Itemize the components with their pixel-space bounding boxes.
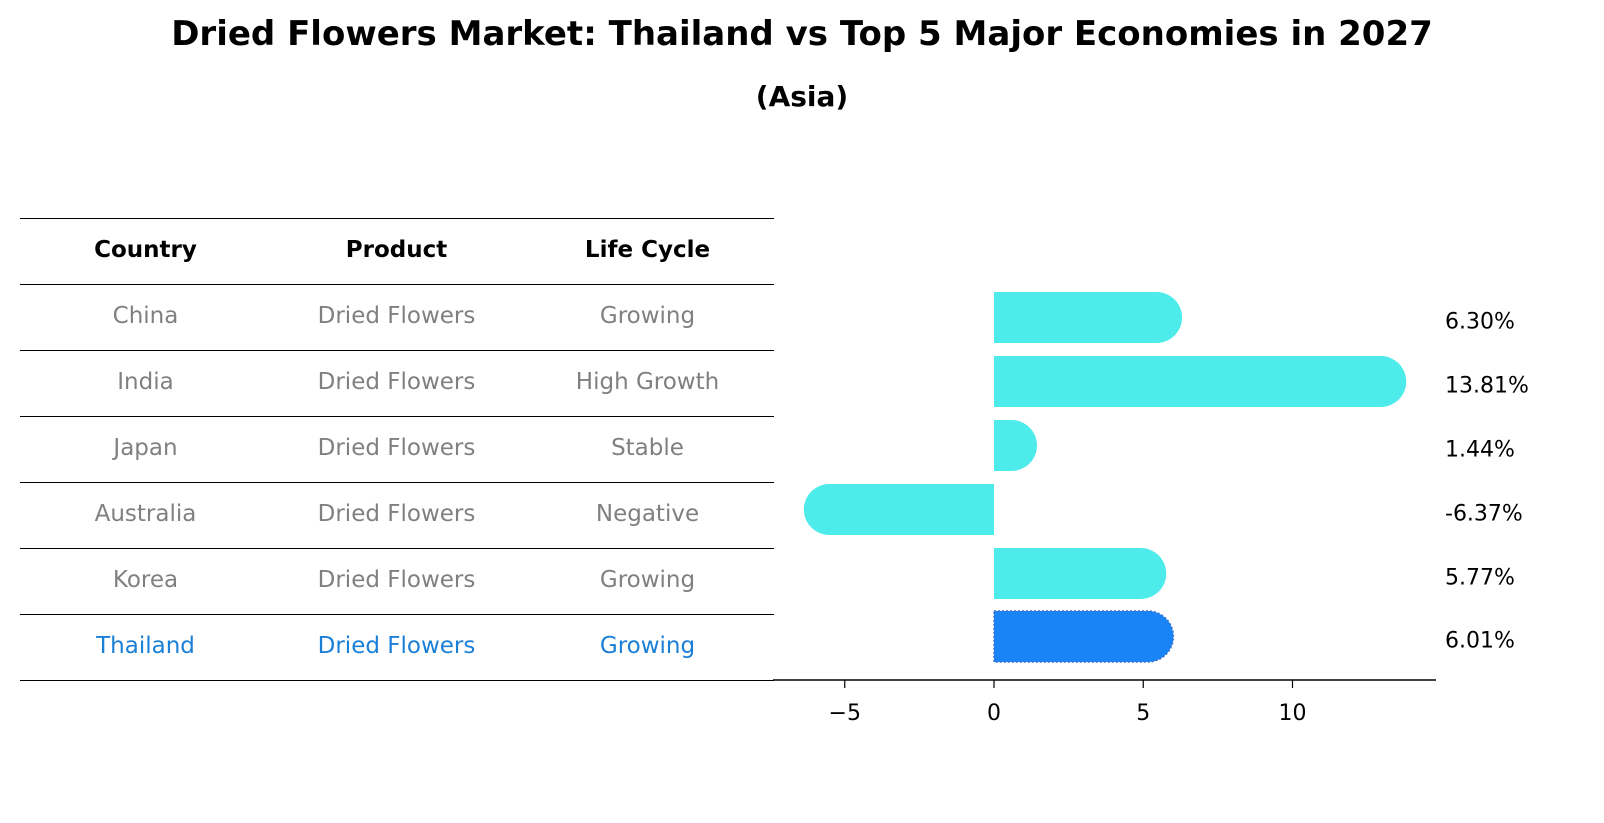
- value-label: -6.37%: [1445, 502, 1523, 527]
- cell-life-cycle: Growing: [599, 303, 696, 329]
- cell-product: Dried Flowers: [317, 303, 476, 329]
- bars-group: [803, 292, 1407, 663]
- value-label: 6.30%: [1445, 310, 1515, 335]
- table-header-row: Country Product Life Cycle: [20, 218, 774, 284]
- value-label: 6.01%: [1445, 629, 1515, 654]
- cell-product: Dried Flowers: [317, 369, 476, 395]
- cell-life-cycle: Negative: [595, 501, 700, 527]
- cell-country: Japan: [113, 435, 178, 461]
- value-label: 13.81%: [1445, 374, 1529, 399]
- bar-india: [994, 356, 1407, 407]
- cell-product: Dried Flowers: [317, 567, 476, 593]
- column-header-life-cycle: Life Cycle: [584, 237, 711, 263]
- value-labels-group: 6.30% 13.81% 1.44% -6.37% 5.77% 6.01%: [1445, 310, 1529, 654]
- x-tick-label: 0: [987, 701, 1001, 726]
- x-tick-label: 5: [1136, 701, 1150, 726]
- bar-australia: [803, 484, 994, 535]
- table-row: China Dried Flowers Growing: [20, 284, 774, 350]
- column-header-country: Country: [94, 237, 197, 263]
- table-row: Japan Dried Flowers Stable: [20, 416, 774, 482]
- cell-product: Dried Flowers: [317, 435, 476, 461]
- value-label: 1.44%: [1445, 438, 1515, 463]
- cell-country: China: [112, 303, 179, 329]
- cell-life-cycle: Stable: [611, 435, 684, 461]
- cell-life-cycle: High Growth: [575, 369, 720, 395]
- cell-country: Thailand: [96, 633, 195, 659]
- cell-product: Dried Flowers: [317, 633, 476, 659]
- value-label: 5.77%: [1445, 566, 1515, 591]
- cell-country: India: [117, 369, 174, 395]
- table-row: Korea Dried Flowers Growing: [20, 548, 774, 614]
- x-tick-label: −5: [829, 701, 861, 726]
- cell-country: Australia: [94, 501, 197, 527]
- x-axis-ticks: −5 0 5 10: [829, 680, 1307, 726]
- x-tick-label: 10: [1279, 701, 1307, 726]
- comparison-table: Country Product Life Cycle China Dried F…: [20, 218, 774, 681]
- cell-product: Dried Flowers: [317, 501, 476, 527]
- table-row: India Dried Flowers High Growth: [20, 350, 774, 416]
- column-header-product: Product: [345, 237, 448, 263]
- bar-japan: [994, 420, 1037, 471]
- cell-life-cycle: Growing: [599, 633, 696, 659]
- table-row: Australia Dried Flowers Negative: [20, 482, 774, 548]
- cell-country: Korea: [112, 567, 179, 593]
- bar-china: [994, 292, 1183, 343]
- table-row-highlighted: Thailand Dried Flowers Growing: [20, 614, 774, 681]
- chart-subtitle: (Asia): [755, 80, 849, 113]
- cell-life-cycle: Growing: [599, 567, 696, 593]
- chart-title: Dried Flowers Market: Thailand vs Top 5 …: [171, 14, 1433, 54]
- bar-thailand: [993, 610, 1175, 663]
- bar-korea: [994, 548, 1167, 599]
